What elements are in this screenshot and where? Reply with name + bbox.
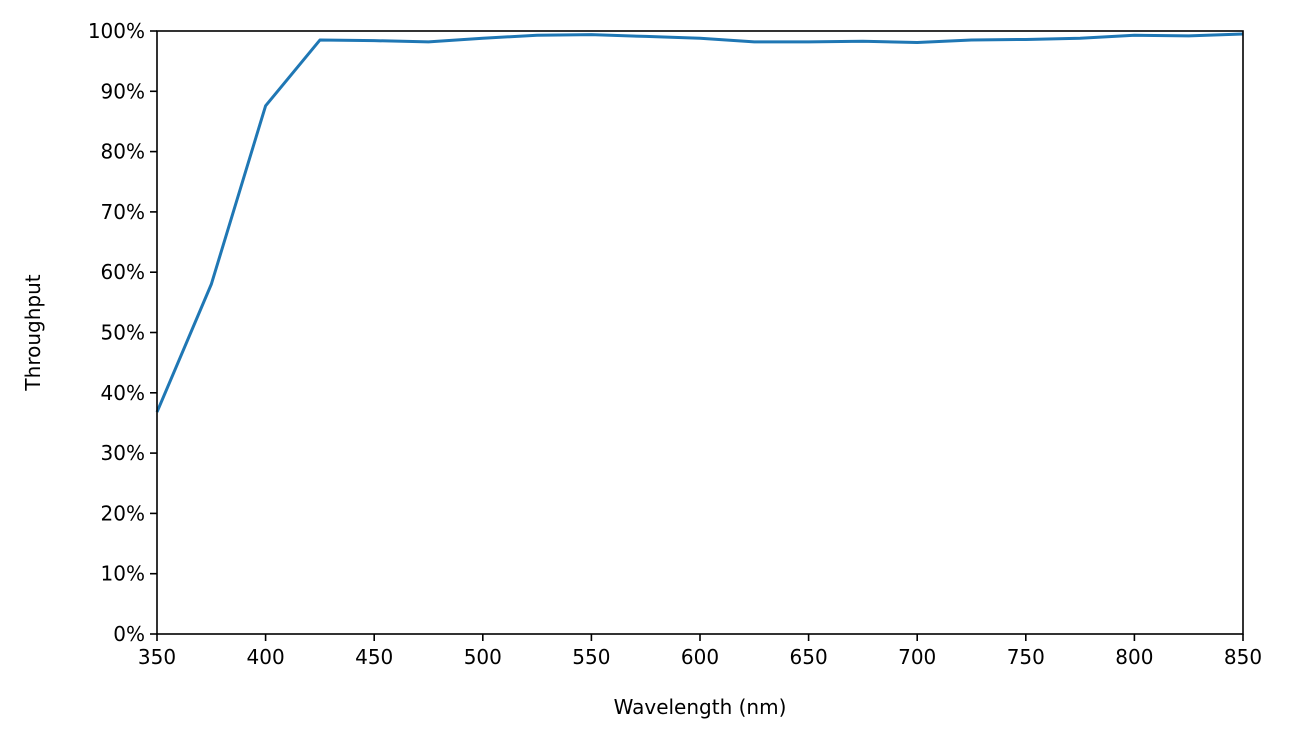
y-tick-label: 20%	[101, 501, 145, 525]
y-tick-label: 40%	[101, 381, 145, 405]
y-tick-label: 100%	[88, 19, 145, 43]
x-tick-label: 500	[464, 645, 502, 669]
y-tick-label: 30%	[101, 441, 145, 465]
x-tick-label: 350	[138, 645, 176, 669]
x-tick-label: 400	[247, 645, 285, 669]
y-tick-label: 90%	[101, 79, 145, 103]
x-tick-label: 650	[790, 645, 828, 669]
y-tick-label: 80%	[101, 140, 145, 164]
plot-frame	[156, 30, 1244, 635]
x-tick-label: 800	[1115, 645, 1153, 669]
x-tick-label: 600	[681, 645, 719, 669]
x-tick-label: 450	[355, 645, 393, 669]
series-layer	[155, 32, 1244, 413]
y-axis-label: Throughput	[21, 274, 45, 391]
x-axis-ticks: 350 400 450 500 550 600 650 700 750 800 850	[138, 634, 1262, 669]
y-axis-ticks: 0% 10% 20% 30% 40% 50% 60% 70% 80% 90% 100%	[88, 19, 157, 646]
x-axis-label: Wavelength (nm)	[614, 695, 787, 719]
y-tick-label: 70%	[101, 200, 145, 224]
y-tick-label: 50%	[101, 321, 145, 345]
x-tick-label: 750	[1007, 645, 1045, 669]
x-tick-label: 550	[572, 645, 610, 669]
x-tick-label: 850	[1224, 645, 1262, 669]
x-tick-label: 700	[898, 645, 936, 669]
y-tick-label: 60%	[101, 260, 145, 284]
y-tick-label: 10%	[101, 562, 145, 586]
y-tick-label: 0%	[113, 622, 145, 646]
throughput-series-line	[155, 32, 1244, 413]
